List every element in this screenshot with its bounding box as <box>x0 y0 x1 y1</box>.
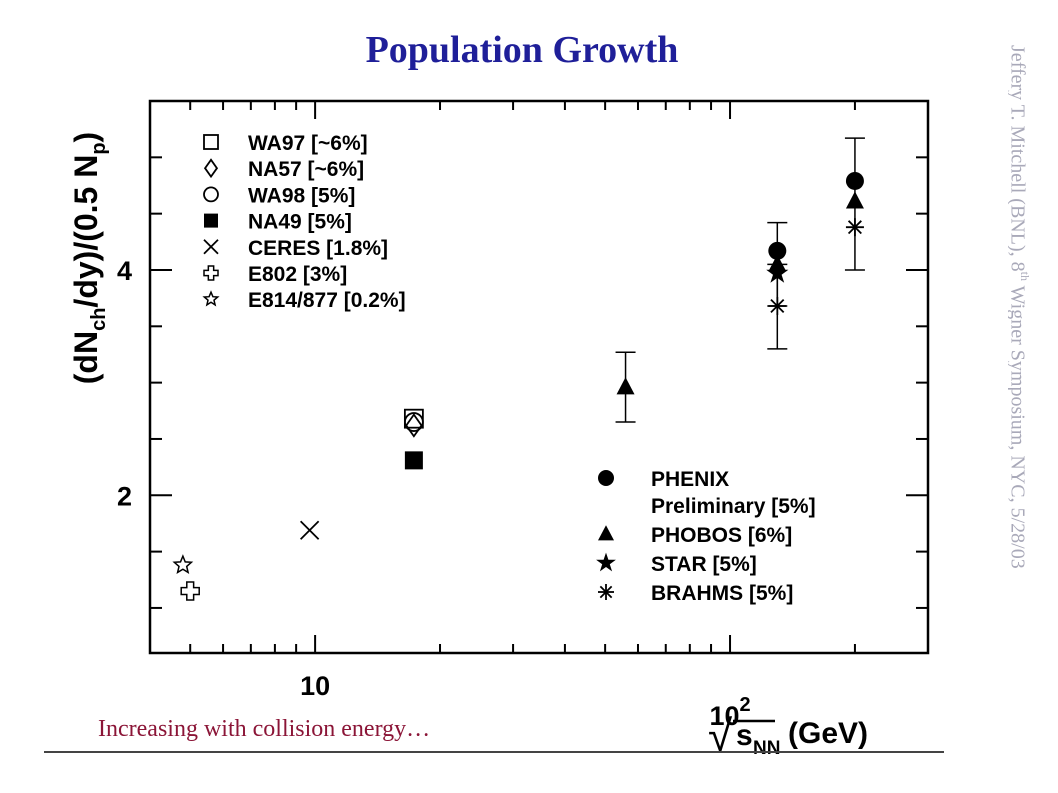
data-point <box>172 554 194 574</box>
legend-marker <box>204 213 218 228</box>
data-point <box>180 581 200 601</box>
author-credit: Jeffery T. Mitchell (BNL), 8th Wigner Sy… <box>1008 45 1032 569</box>
svg-text:s: s <box>736 719 753 752</box>
legend-label: E802 [3%] <box>248 263 347 286</box>
legend-marker <box>203 134 219 150</box>
x-tick-label: 10 <box>300 671 330 701</box>
data-point <box>616 377 635 395</box>
data-point <box>299 520 320 540</box>
svg-text:(GeV): (GeV) <box>788 717 868 750</box>
caption-text: Increasing with collision energy… <box>98 716 431 742</box>
legend-marker <box>598 525 614 541</box>
legend-marker <box>203 158 219 179</box>
legend-label: E814/877 [0.2%] <box>248 289 406 312</box>
bottom-divider <box>44 751 944 753</box>
legend-label: NA49 [5%] <box>248 211 352 234</box>
legend-marker <box>202 290 220 307</box>
legend-marker <box>598 584 614 600</box>
legend-label: BRAHMS [5%] <box>651 582 793 605</box>
legend-label: Preliminary [5%] <box>651 495 816 518</box>
legend-marker <box>203 186 219 203</box>
legend-label: STAR [5%] <box>651 553 757 576</box>
legend-label: CERES [1.8%] <box>248 237 388 260</box>
data-point <box>405 413 423 438</box>
y-axis-label: (dNch/dy)/(0.5 Np) <box>68 132 110 384</box>
svg-text:√: √ <box>708 712 733 761</box>
legend-label: NA57 [~6%] <box>248 158 364 181</box>
svg-text:NN: NN <box>753 738 780 759</box>
legend-label: PHENIX <box>651 468 729 491</box>
legend-label: PHOBOS [6%] <box>651 524 792 547</box>
x-tick-label: 102 <box>709 694 750 731</box>
data-point <box>768 297 787 316</box>
legend-marker <box>596 552 616 572</box>
data-point <box>404 451 423 470</box>
plot-frame <box>148 99 930 655</box>
legend-lower-right: PHENIX Preliminary [5%] PHOBOS [6%] STAR [5… <box>596 468 816 605</box>
x-axis-label: √ s NN (GeV) <box>708 712 868 761</box>
y-tick-label: 4 <box>117 256 132 286</box>
legend-marker <box>203 265 219 281</box>
legend-upper-left: WA97 [~6%] NA57 [~6%] WA98 [5%] NA49 [5%] CE… <box>202 132 406 312</box>
legend-marker <box>203 239 219 255</box>
data-point <box>845 218 864 237</box>
page-title: Population Growth <box>365 29 679 71</box>
y-tick-label: 2 <box>117 481 132 511</box>
legend-marker <box>598 470 614 486</box>
legend-label: WA98 [5%] <box>248 184 355 207</box>
legend-label: WA97 [~6%] <box>248 132 368 155</box>
data-point <box>403 412 424 432</box>
data-point <box>845 191 864 209</box>
